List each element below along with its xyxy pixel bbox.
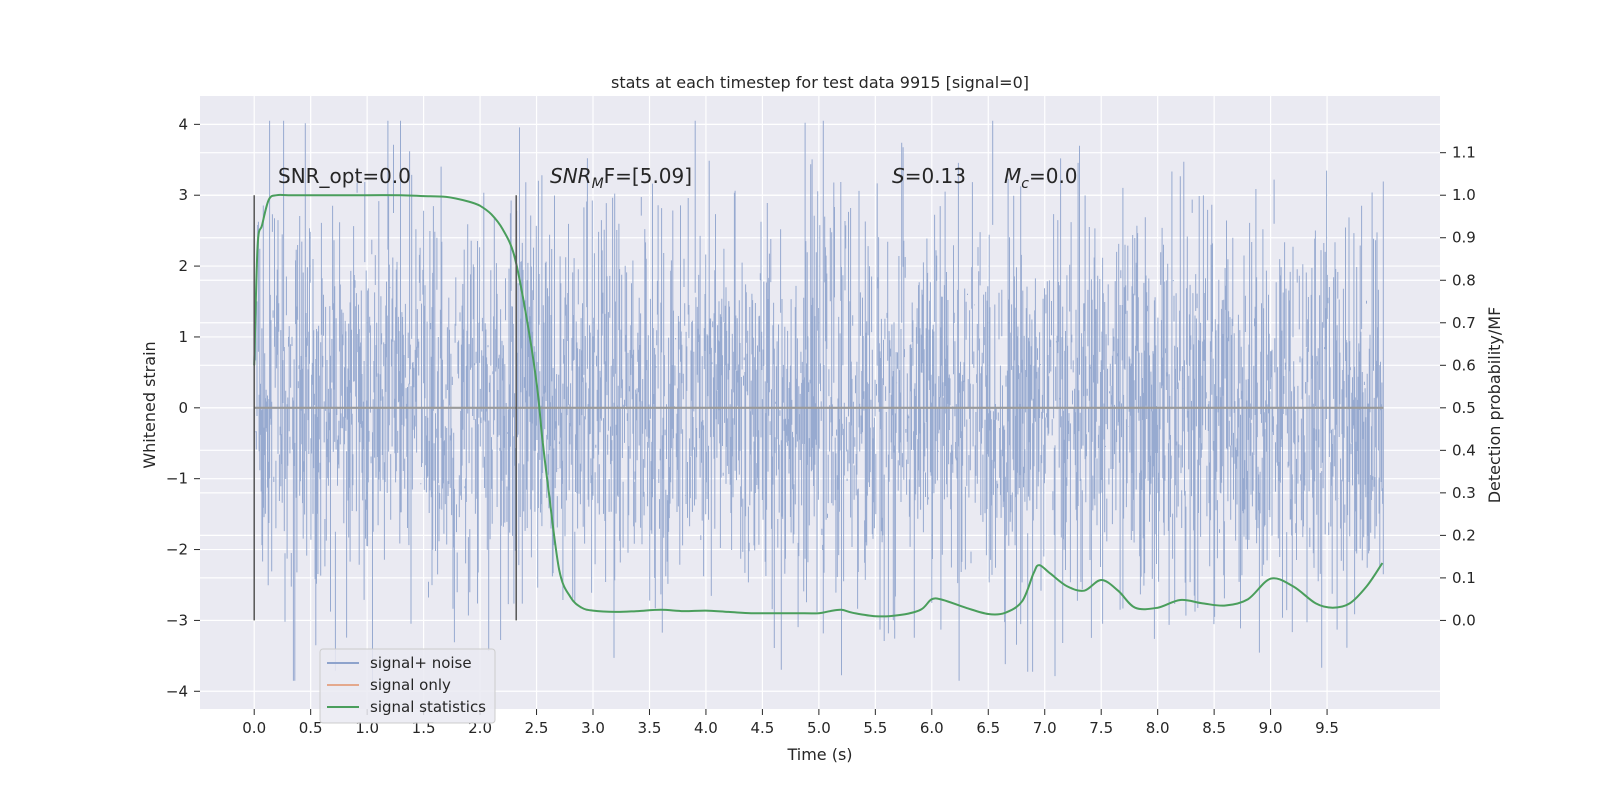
series-layer xyxy=(253,193,1384,618)
x-tick-label: 6.0 xyxy=(920,719,944,737)
y-right-tick-label: 0.5 xyxy=(1452,399,1476,417)
annotation-mc-sub: c xyxy=(1021,176,1029,192)
x-tick-label: 0.0 xyxy=(242,719,266,737)
annotation-snr-mf-value: F=[5.09] xyxy=(604,164,692,188)
x-tick-label: 7.5 xyxy=(1089,719,1113,737)
x-axis-label: Time (s) xyxy=(786,745,852,764)
y-right-tick-label: 0.6 xyxy=(1452,356,1476,374)
annotation-s-var: S xyxy=(892,164,905,188)
series-signal-statistics xyxy=(253,193,1384,618)
annotation-snr-opt: SNR_opt=0.0 xyxy=(278,164,411,188)
chart-title: stats at each timestep for test data 991… xyxy=(611,73,1029,92)
annotation-mc: Mc=0.0 xyxy=(1004,164,1078,192)
y-tick-label: −2 xyxy=(166,541,188,559)
y-tick-label: 0 xyxy=(178,399,188,417)
x-tick-label: 9.5 xyxy=(1315,719,1339,737)
annotation-snr-mf: SNRMF=[5.09] xyxy=(550,164,692,192)
y-tick-label: 3 xyxy=(178,186,188,204)
y-tick-label: −1 xyxy=(166,470,188,488)
legend-box xyxy=(319,648,496,724)
y-right-tick-label: 0.8 xyxy=(1452,271,1476,289)
y-tick-label: −4 xyxy=(166,682,188,700)
annotation-s-value: =0.13 xyxy=(905,164,966,188)
x-tick-label: 9.0 xyxy=(1259,719,1283,737)
y-right-tick-label: 0.4 xyxy=(1452,441,1476,459)
x-tick-label: 3.5 xyxy=(638,719,662,737)
legend: signal+ noise signal only signal statist… xyxy=(319,648,496,724)
annotation-snr-mf-var: SNR xyxy=(550,164,592,188)
x-tick-label: 3.0 xyxy=(581,719,605,737)
x-tick-label: 4.0 xyxy=(694,719,718,737)
x-tick-label: 4.5 xyxy=(750,719,774,737)
annotation-s: S=0.13 xyxy=(892,164,966,188)
annotation-snr-mf-sub: M xyxy=(592,176,604,192)
y-right-tick-label: 1.1 xyxy=(1452,144,1476,162)
y-right-tick-label: 0.3 xyxy=(1452,484,1476,502)
plot-background xyxy=(200,96,1440,709)
x-tick-label: 0.5 xyxy=(299,719,323,737)
y-right-tick-label: 0.1 xyxy=(1452,569,1476,587)
x-tick-label: 5.0 xyxy=(807,719,831,737)
ticks-layer: 0.0 0.5 1.0 1.5 2.0 2.5 3.0 3.5 4.0 4.5 5.0 5.5 6.0 6… xyxy=(166,115,1476,737)
y-tick-label: −3 xyxy=(166,611,188,629)
markers-layer xyxy=(253,195,517,621)
y-axis-label: Whitened strain xyxy=(140,341,159,468)
y-tick-label: 4 xyxy=(178,115,188,133)
annotation-mc-value: =0.0 xyxy=(1029,164,1078,188)
y-right-tick-label: 0.0 xyxy=(1452,611,1476,629)
x-tick-label: 5.5 xyxy=(863,719,887,737)
legend-label-signal-statistics: signal statistics xyxy=(370,698,486,716)
y-right-tick-label: 0.2 xyxy=(1452,526,1476,544)
y-right-tick-label: 0.7 xyxy=(1452,314,1476,332)
y-tick-label: 1 xyxy=(178,328,188,346)
y-right-tick-label: 1.0 xyxy=(1452,186,1476,204)
x-tick-label: 6.5 xyxy=(976,719,1000,737)
legend-label-signal-noise: signal+ noise xyxy=(370,654,472,672)
x-tick-label: 2.5 xyxy=(525,719,549,737)
x-tick-label: 8.5 xyxy=(1202,719,1226,737)
y-right-tick-label: 0.9 xyxy=(1452,229,1476,247)
x-tick-label: 8.0 xyxy=(1146,719,1170,737)
x-tick-label: 7.0 xyxy=(1033,719,1057,737)
y-tick-label: 2 xyxy=(178,257,188,275)
legend-label-signal-only: signal only xyxy=(370,676,451,694)
y-axis-right-label: Detection probability/MF xyxy=(1485,307,1504,504)
annotation-mc-var: M xyxy=(1004,164,1021,188)
